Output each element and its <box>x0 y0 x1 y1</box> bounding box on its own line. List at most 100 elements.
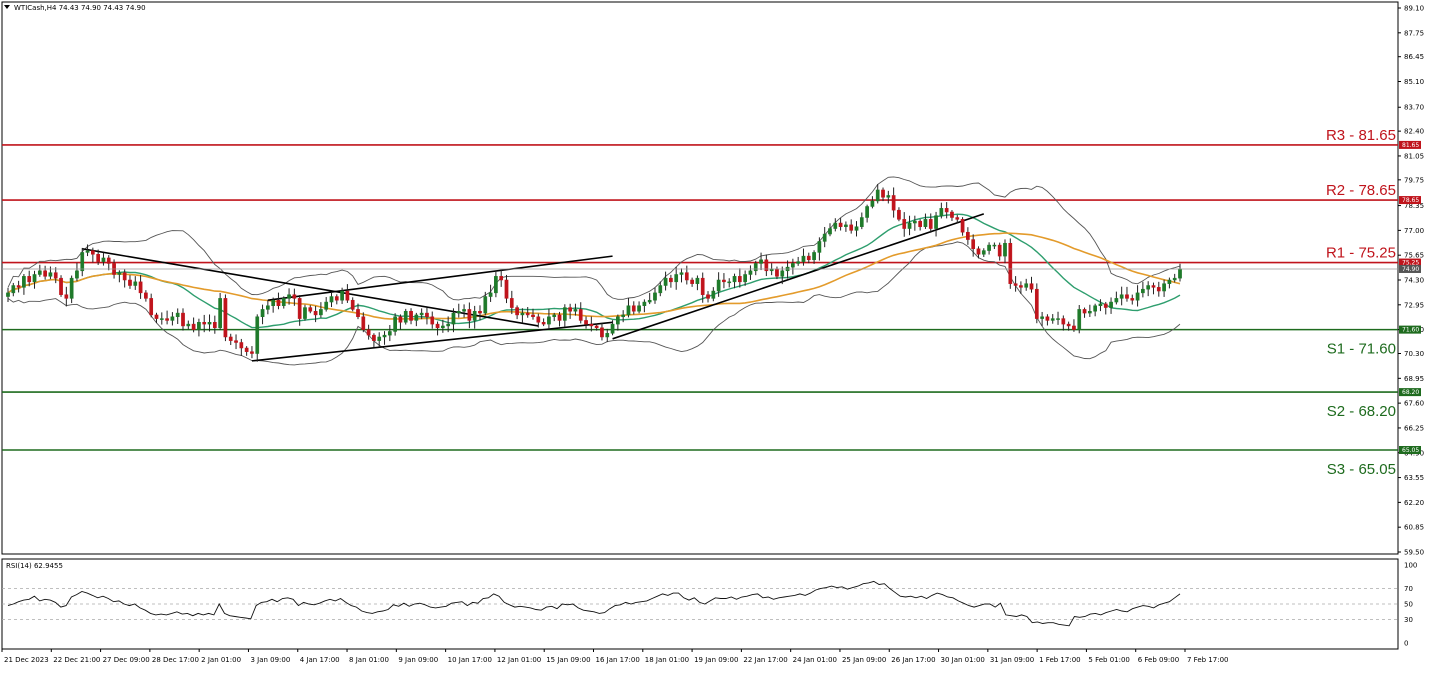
candle <box>1003 239 1007 264</box>
candle-body <box>149 298 154 316</box>
candle <box>59 275 63 297</box>
candle-body <box>69 277 74 299</box>
candle-body <box>531 314 535 318</box>
candle <box>22 273 26 295</box>
candle-body <box>1162 283 1166 292</box>
candle <box>520 308 525 324</box>
x-tick-label: 8 Jan 01:00 <box>349 656 389 664</box>
candle <box>791 258 795 275</box>
candle <box>350 297 355 312</box>
candle <box>1056 311 1060 325</box>
candle <box>706 291 710 303</box>
candle <box>531 308 535 320</box>
price-tick-label: 70.30 <box>1404 350 1424 358</box>
candle <box>101 252 106 266</box>
candle <box>711 287 716 302</box>
price-tick-label: 87.75 <box>1404 29 1424 37</box>
candle-body <box>684 272 689 281</box>
candle-body <box>616 316 620 325</box>
price-tick-label: 79.75 <box>1404 176 1424 184</box>
candle <box>1040 311 1044 327</box>
candle <box>844 221 848 232</box>
candle <box>557 311 562 327</box>
candle-body <box>297 298 302 319</box>
candle <box>631 301 636 315</box>
candle <box>584 316 588 329</box>
candle <box>663 271 668 291</box>
candle <box>462 304 466 318</box>
candle <box>186 320 191 330</box>
candle-body <box>663 277 668 286</box>
candle-body <box>854 226 859 231</box>
x-tick-label: 22 Dec 21:00 <box>53 656 100 664</box>
candle <box>271 297 276 313</box>
candle-body <box>1024 283 1029 288</box>
candle-body <box>197 322 201 330</box>
candle-body <box>822 233 827 242</box>
candle <box>748 265 753 280</box>
candle-body <box>324 301 329 310</box>
candle-body <box>228 336 233 341</box>
candle <box>1125 286 1129 302</box>
candle <box>838 218 843 231</box>
candle-body <box>467 309 472 321</box>
candle-body <box>520 312 525 316</box>
candle-body <box>976 248 981 255</box>
candle <box>997 242 1002 261</box>
candle-body <box>414 314 419 321</box>
x-tick-label: 25 Jan 09:00 <box>842 656 886 664</box>
collapse-triangle-icon[interactable] <box>4 5 10 9</box>
candle-body <box>902 219 907 229</box>
candle-body <box>456 310 461 314</box>
candle <box>1156 281 1161 297</box>
candle-body <box>308 307 313 312</box>
candle-body <box>1167 279 1172 284</box>
candle-body <box>1141 288 1145 294</box>
candle <box>610 320 615 336</box>
candle-body <box>340 290 344 301</box>
candle <box>780 266 785 285</box>
candle-body <box>891 195 896 211</box>
candle <box>361 312 366 333</box>
candle <box>1141 281 1145 298</box>
candle-body <box>1040 316 1044 319</box>
candle <box>43 265 47 280</box>
candle-body <box>541 322 546 325</box>
candle-body <box>133 281 138 286</box>
level-label-r3: R3 - 81.65 <box>1326 127 1396 144</box>
candle-body <box>239 342 244 349</box>
candle-body <box>981 250 986 255</box>
candle-body <box>11 285 16 294</box>
candle-body <box>584 320 588 325</box>
candle <box>69 275 74 304</box>
price-tag-text: 68.20 <box>1402 389 1419 396</box>
candle <box>96 249 101 265</box>
candle <box>1167 277 1172 289</box>
candle-body <box>748 270 753 275</box>
price-tick-label: 89.10 <box>1404 5 1424 13</box>
candle <box>764 254 769 277</box>
price-tag-text: 65.05 <box>1402 447 1419 454</box>
rsi-line <box>7 580 1181 627</box>
candle-body <box>912 220 917 224</box>
candle-body <box>875 189 880 202</box>
candle-body <box>1045 316 1050 321</box>
candle-body <box>144 292 148 299</box>
candle <box>626 298 631 318</box>
candle-body <box>181 312 185 327</box>
candle-body <box>764 259 769 272</box>
candle <box>212 315 217 334</box>
candle <box>605 328 610 343</box>
candle-body <box>944 208 949 213</box>
candle-body <box>393 316 397 332</box>
x-tick-label: 3 Jan 09:00 <box>250 656 290 664</box>
candle <box>642 299 647 313</box>
candle-body <box>59 277 63 295</box>
candle <box>679 268 684 283</box>
candle-body <box>859 217 864 227</box>
candle <box>849 219 854 234</box>
candle <box>319 302 323 318</box>
x-tick-label: 21 Dec 2023 <box>4 656 49 664</box>
candle <box>106 255 111 271</box>
candle <box>897 207 901 222</box>
